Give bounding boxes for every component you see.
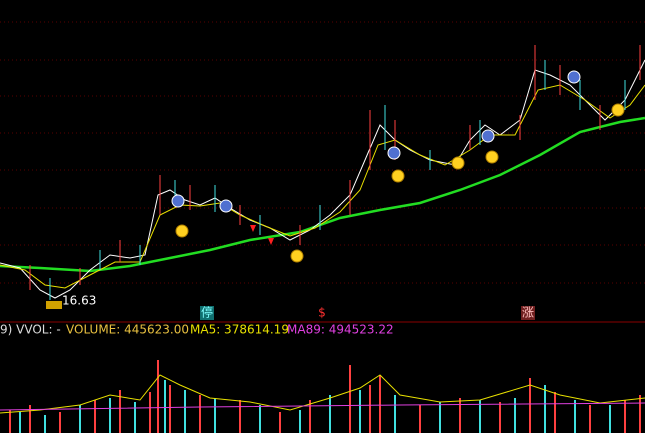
ma-short-line — [0, 84, 645, 289]
candles — [29, 45, 641, 300]
indicator-label: 9) VVOL: - — [0, 323, 61, 337]
marker-box — [200, 306, 214, 320]
marker-box — [521, 306, 535, 320]
sad-faces — [171, 70, 581, 213]
happy-faces — [175, 103, 625, 263]
dollar-marker: $ — [318, 306, 326, 320]
volume-ma89-line — [0, 402, 645, 411]
ma-long-line — [0, 116, 645, 273]
ma89-label: MA89: 494523.22 — [287, 323, 394, 337]
low-marker — [46, 301, 62, 309]
arrows — [250, 225, 274, 245]
ma5-label: MA5: 378614.19 — [190, 323, 289, 337]
volume-bars — [9, 360, 641, 433]
stop-marker: 停 — [201, 305, 213, 320]
low-price-label: 16.63 — [62, 294, 96, 308]
rise-marker: 涨 — [522, 305, 534, 320]
volume-ma5-line — [0, 374, 645, 414]
volume-label: VOLUME: 445623.00 — [66, 323, 189, 337]
